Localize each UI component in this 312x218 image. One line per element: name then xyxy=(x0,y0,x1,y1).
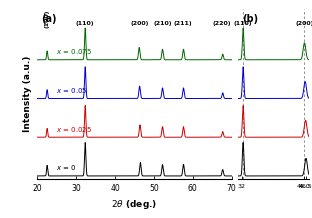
Text: $x$ = 0.05: $x$ = 0.05 xyxy=(56,86,88,95)
Text: (b): (b) xyxy=(242,14,258,24)
X-axis label: $2\theta$ (deg.): $2\theta$ (deg.) xyxy=(111,198,158,211)
Text: (a): (a) xyxy=(41,14,57,24)
Text: $x$ = 0.075: $x$ = 0.075 xyxy=(56,47,92,56)
Text: $x$ = 0.025: $x$ = 0.025 xyxy=(56,125,92,134)
Text: (210): (210) xyxy=(153,21,172,26)
Text: (200): (200) xyxy=(296,21,312,26)
Text: (220): (220) xyxy=(213,21,231,26)
Text: (110): (110) xyxy=(76,21,95,26)
Text: (200): (200) xyxy=(131,21,149,26)
Y-axis label: Intensity (a.u.): Intensity (a.u.) xyxy=(23,56,32,132)
Text: (110): (110) xyxy=(234,21,252,26)
Text: (100): (100) xyxy=(45,10,50,28)
Text: $x$ = 0: $x$ = 0 xyxy=(56,164,77,172)
Text: (211): (211) xyxy=(174,21,193,26)
